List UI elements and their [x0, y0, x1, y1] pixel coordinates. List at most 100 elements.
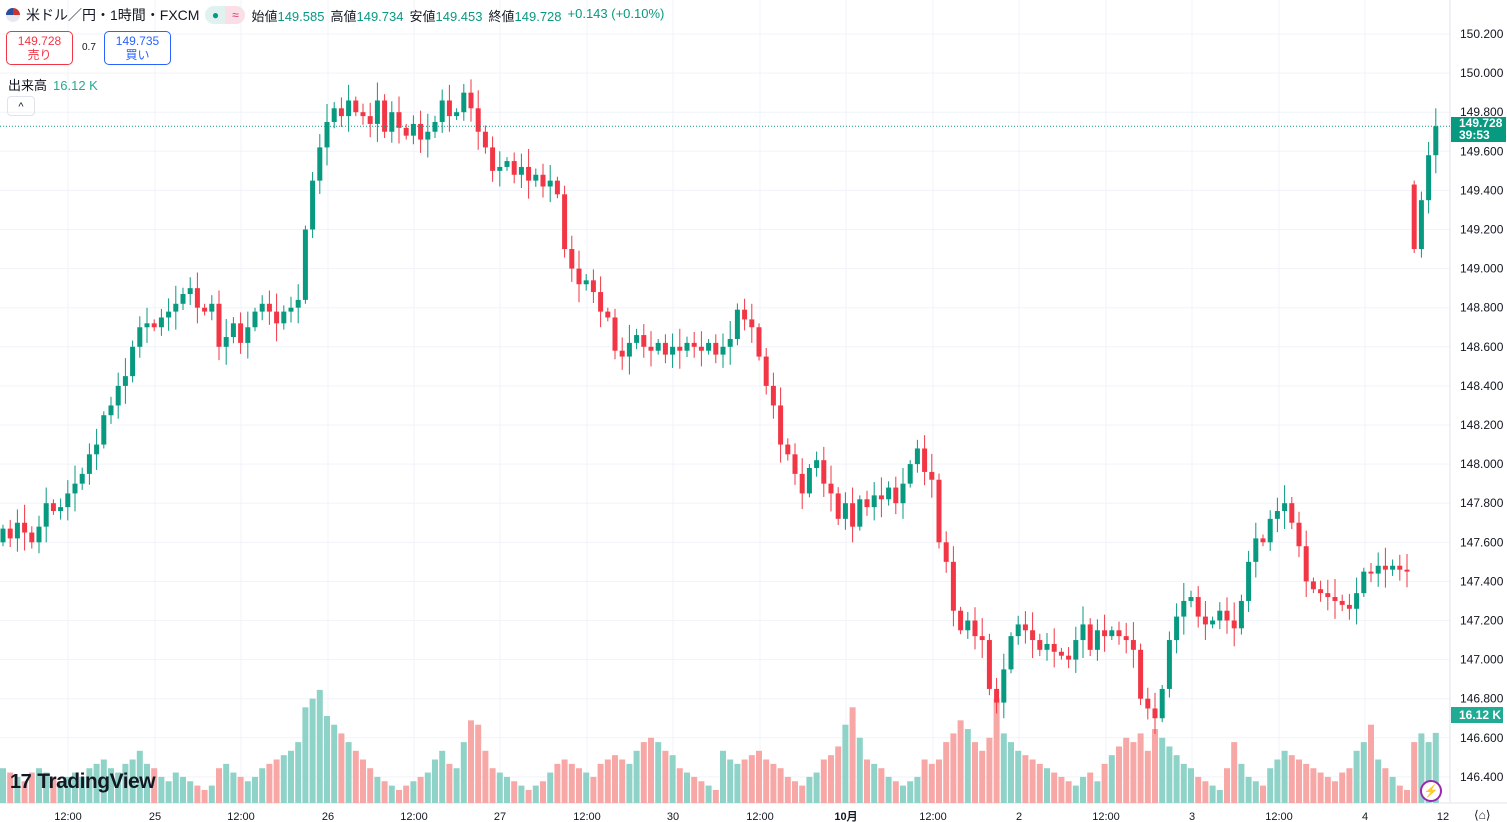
candle-body	[1267, 518, 1273, 543]
price-tick-label: 148.800	[1460, 301, 1504, 315]
volume-bar	[864, 759, 870, 803]
volume-bar	[208, 785, 215, 803]
candle-body	[670, 346, 676, 355]
volume-bar	[1051, 772, 1058, 803]
candle-body	[202, 307, 208, 312]
candle-body	[1310, 581, 1316, 590]
candle-body	[655, 342, 661, 351]
symbol-title[interactable]: 米ドル／円・1時間・FXCM	[26, 7, 200, 23]
buy-price: 149.735	[115, 34, 160, 48]
volume-bar	[993, 698, 1000, 803]
candle-body	[1433, 126, 1439, 156]
candle-body	[1145, 698, 1151, 709]
volume-bar	[295, 742, 302, 803]
candle-body	[1325, 593, 1331, 598]
candle-body	[50, 503, 56, 512]
candle-body	[1202, 616, 1208, 625]
volume-bar	[828, 755, 834, 803]
candle-body	[94, 444, 100, 455]
volume-bar	[453, 768, 460, 803]
volume-bar	[172, 772, 179, 803]
sell-button[interactable]: 149.728 売り	[6, 31, 73, 65]
time-tick-label: 2	[1016, 811, 1022, 822]
candle-body	[1426, 155, 1432, 201]
candle-body	[310, 180, 316, 230]
volume-bar	[619, 759, 626, 803]
candle-body	[619, 350, 625, 357]
candle-body	[1361, 571, 1367, 594]
volume-bar	[1389, 776, 1396, 803]
candle-body	[972, 620, 978, 637]
time-tick-label: 10月	[834, 810, 857, 822]
time-tick-label: 26	[322, 811, 334, 822]
volume-badge: 16.12 K	[1451, 707, 1503, 723]
volume-bar	[468, 720, 474, 803]
candle-body	[936, 479, 942, 543]
volume-bar	[1360, 742, 1367, 803]
volume-bar	[14, 776, 21, 803]
candle-body	[806, 468, 812, 494]
candle-body	[958, 610, 964, 631]
market-status[interactable]: ● ≈	[205, 6, 246, 24]
current-price-badge: 149.728 39:53	[1451, 117, 1506, 142]
candle-body	[1087, 624, 1093, 650]
volume-bar	[403, 785, 410, 803]
volume-bar	[792, 781, 798, 803]
candle-body	[562, 194, 568, 250]
volume-bar	[856, 737, 863, 803]
volume-bar	[288, 750, 294, 803]
candle-body	[1051, 643, 1057, 652]
candle-body	[1123, 636, 1129, 641]
candle-body	[216, 303, 222, 347]
candle-body	[0, 528, 6, 543]
volume-bar	[698, 781, 705, 803]
volume-bar	[1245, 776, 1252, 803]
volume-bar	[928, 763, 935, 803]
volume-bar	[1137, 733, 1144, 803]
buy-button[interactable]: 149.735 買い	[104, 31, 171, 65]
volume-bar	[1065, 781, 1072, 803]
candle-body	[382, 100, 388, 132]
candle-body	[1116, 630, 1122, 637]
candle-body	[36, 526, 42, 543]
candle-body	[1274, 511, 1280, 519]
candle-body	[101, 415, 107, 445]
volume-bar	[108, 768, 114, 803]
candle-body	[922, 448, 928, 472]
candle-body	[266, 303, 272, 312]
candle-body	[1102, 630, 1108, 637]
volume-bar	[568, 763, 575, 803]
volume-bar	[986, 737, 993, 803]
collapse-legend-button[interactable]: ^	[7, 96, 35, 116]
volume-bar	[1231, 742, 1238, 803]
volume-bar	[820, 759, 827, 803]
candle-body	[648, 346, 654, 351]
high-value: 149.734	[356, 8, 404, 24]
candle-body	[583, 280, 589, 285]
candle-body	[799, 473, 805, 494]
candle-body	[374, 100, 380, 124]
candle-body	[1030, 630, 1036, 641]
bolt-icon[interactable]: ⚡	[1420, 780, 1442, 802]
candle-body	[151, 323, 157, 328]
price-tick-label: 150.000	[1460, 66, 1504, 80]
candle-body	[281, 311, 287, 324]
candle-body	[72, 483, 78, 494]
axis-settings-icon[interactable]: ⟨⌂⟩	[1474, 808, 1491, 822]
volume-bar	[216, 768, 222, 803]
candle-body	[1246, 561, 1252, 601]
volume-bar	[1058, 776, 1065, 803]
tradingview-logo[interactable]: 17 TradingView	[10, 770, 156, 794]
volume-bar	[136, 750, 143, 803]
volume-bar	[316, 689, 323, 803]
candle-body	[1260, 538, 1266, 543]
volume-bar	[259, 768, 266, 803]
candle-body	[22, 522, 28, 533]
time-tick-label: 27	[494, 811, 506, 822]
candle-body	[14, 522, 20, 539]
low-value: 149.453	[435, 8, 483, 24]
price-tick-label: 147.600	[1460, 535, 1504, 549]
volume-bar	[496, 772, 503, 803]
volume-bar	[309, 698, 316, 803]
